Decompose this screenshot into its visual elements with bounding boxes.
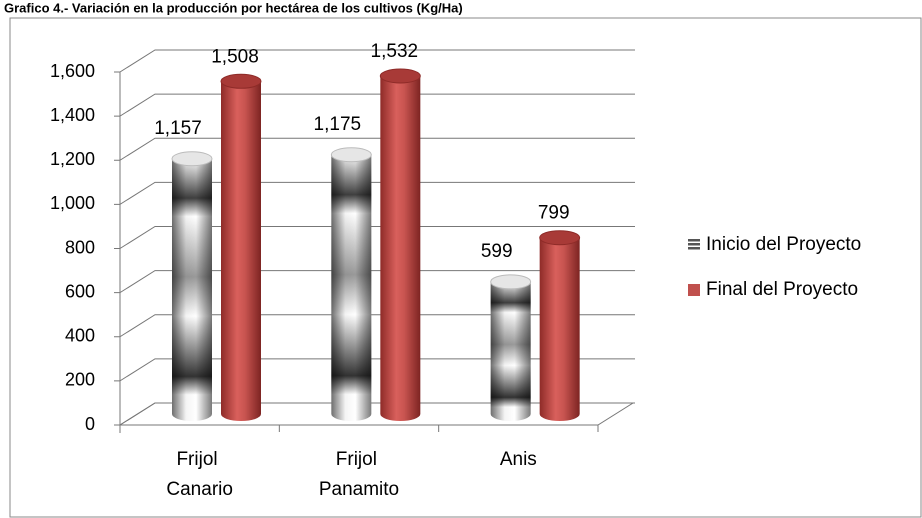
grid-line	[119, 181, 635, 205]
cylinder-top	[490, 274, 532, 290]
legend-marker	[688, 247, 700, 250]
grid-line	[119, 314, 635, 338]
data-label: 799	[538, 203, 570, 224]
cylinder-top	[539, 230, 581, 246]
cylinder-body	[221, 81, 261, 422]
y-tick-label: 1,200	[50, 149, 95, 169]
x-tick-label: Frijol Canario	[166, 449, 233, 500]
x-tick-label: Anis	[500, 449, 537, 470]
legend-marker	[688, 239, 700, 242]
data-label: 1,532	[371, 41, 419, 62]
cylinder	[539, 230, 581, 422]
legend-label: Inicio del Proyecto	[706, 234, 861, 255]
cylinder-top	[379, 68, 421, 84]
data-label: 599	[481, 241, 513, 262]
y-tick-label: 0	[85, 414, 95, 434]
chart-title: Grafico 4.- Variación en la producción p…	[4, 0, 463, 15]
cylinder	[330, 147, 372, 422]
grid-line	[119, 270, 635, 294]
grid-line	[119, 402, 635, 426]
y-tick-label: 200	[65, 370, 95, 390]
grid-line	[119, 358, 635, 382]
chart-border	[9, 17, 922, 518]
y-tick-label: 1,600	[50, 61, 95, 81]
x-tick-label: Frijol Panamito	[319, 449, 399, 500]
grid-line	[119, 93, 635, 117]
y-tick-label: 1,400	[50, 105, 95, 125]
y-tick-label: 600	[65, 281, 95, 301]
cylinder	[220, 73, 262, 422]
cylinder-body	[380, 76, 421, 422]
y-tick-label: 1,000	[50, 193, 95, 213]
cylinder-top	[220, 73, 262, 89]
cylinder	[490, 274, 532, 422]
cylinder-top	[330, 147, 372, 163]
legend-label: Final del Proyecto	[706, 279, 858, 300]
grid-line	[119, 226, 635, 249]
cylinder-bands	[490, 281, 531, 422]
y-tick-label: 800	[65, 237, 95, 257]
y-tick-label: 400	[65, 326, 95, 346]
data-label: 1,508	[211, 46, 259, 67]
data-label: 1,175	[314, 114, 362, 135]
grid-line	[119, 137, 635, 161]
cylinder-bands	[172, 158, 212, 421]
cylinder	[171, 151, 213, 421]
cylinder-body	[539, 237, 580, 422]
cylinder-top	[171, 151, 213, 167]
grid-line	[119, 49, 635, 73]
data-label: 1,157	[154, 118, 202, 139]
legend-marker	[688, 243, 700, 246]
cylinder-bands	[331, 154, 372, 422]
cylinder	[379, 68, 421, 422]
legend-marker	[688, 284, 700, 296]
